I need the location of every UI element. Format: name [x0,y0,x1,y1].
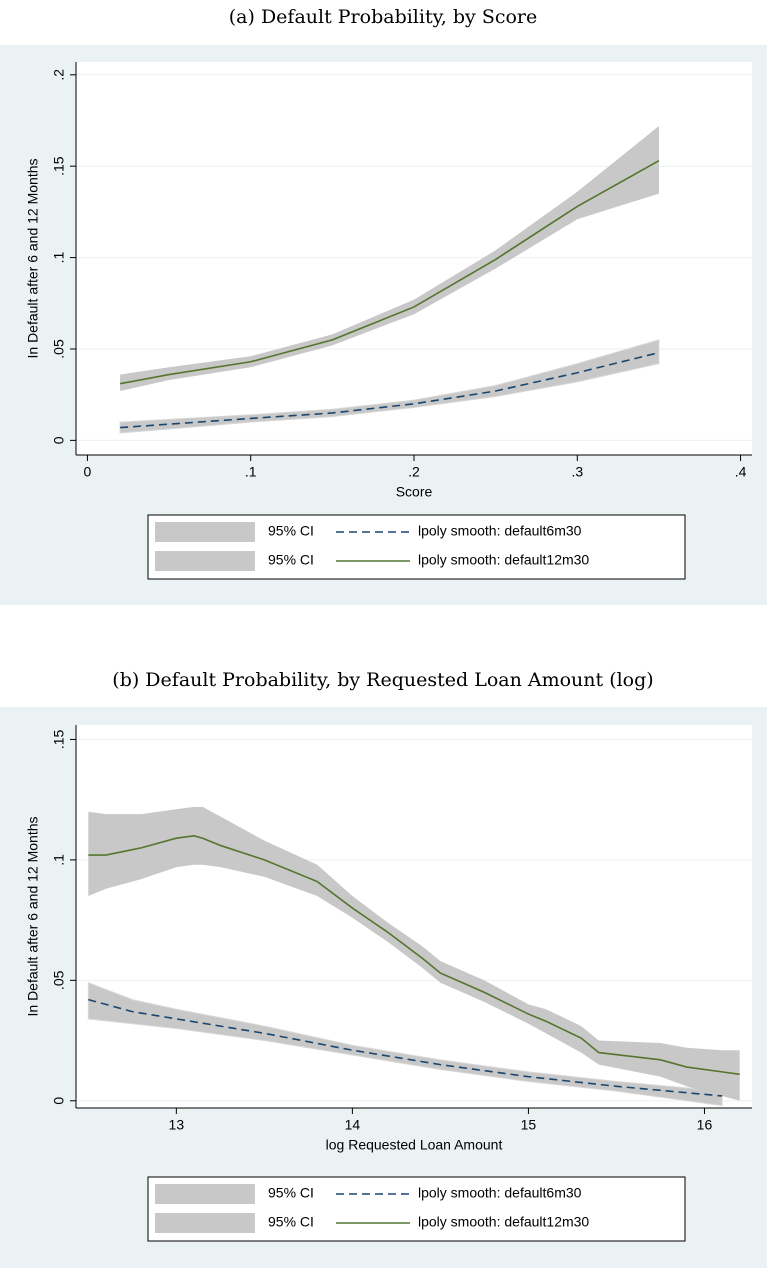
y-axis-title: In Default after 6 and 12 Months [25,816,41,1016]
legend-label: lpoly smooth: default12m30 [418,552,589,568]
smooth-line [119,160,660,385]
legend-label: lpoly smooth: default6m30 [418,523,582,539]
x-axis-title: log Requested Loan Amount [326,1137,503,1153]
x-tick-label: 14 [345,1117,361,1133]
legend-label: 95% CI [268,1214,314,1230]
y-tick-label: .2 [51,69,67,81]
x-tick-label: .1 [245,464,257,480]
y-tick-label: 0 [51,436,67,444]
chart-title: (b) Default Probability, by Requested Lo… [112,669,653,691]
smooth-line [88,834,740,1076]
x-tick-label: 15 [521,1117,537,1133]
legend-label: 95% CI [268,523,314,539]
legend-label: lpoly smooth: default6m30 [418,1185,582,1201]
legend-swatch [155,1184,255,1204]
y-axis-title: In Default after 6 and 12 Months [25,158,41,358]
plot-area [76,62,752,455]
ci-band [88,806,740,1101]
x-tick-label: .3 [571,464,583,480]
y-tick-label: 0 [51,1097,67,1105]
x-tick-label: .2 [408,464,420,480]
chart-title: (a) Default Probability, by Score [229,6,538,28]
x-tick-label: 16 [697,1117,713,1133]
y-tick-label: .05 [51,970,67,990]
y-tick-label: .15 [51,730,67,750]
legend-swatch [155,1213,255,1233]
y-tick-label: .05 [51,339,67,359]
x-axis-title: Score [396,484,433,500]
x-tick-label: .4 [735,464,747,480]
legend-label: lpoly smooth: default12m30 [418,1214,589,1230]
smooth-line [120,351,660,429]
y-tick-label: .15 [51,156,67,176]
x-tick-label: 0 [84,464,92,480]
y-tick-label: .1 [51,252,67,264]
legend-label: 95% CI [268,1185,314,1201]
x-tick-label: 13 [169,1117,185,1133]
legend-label: 95% CI [268,552,314,568]
legend-swatch [155,522,255,542]
y-tick-label: .1 [51,854,67,866]
legend-swatch [155,551,255,571]
ci-band [87,982,723,1107]
